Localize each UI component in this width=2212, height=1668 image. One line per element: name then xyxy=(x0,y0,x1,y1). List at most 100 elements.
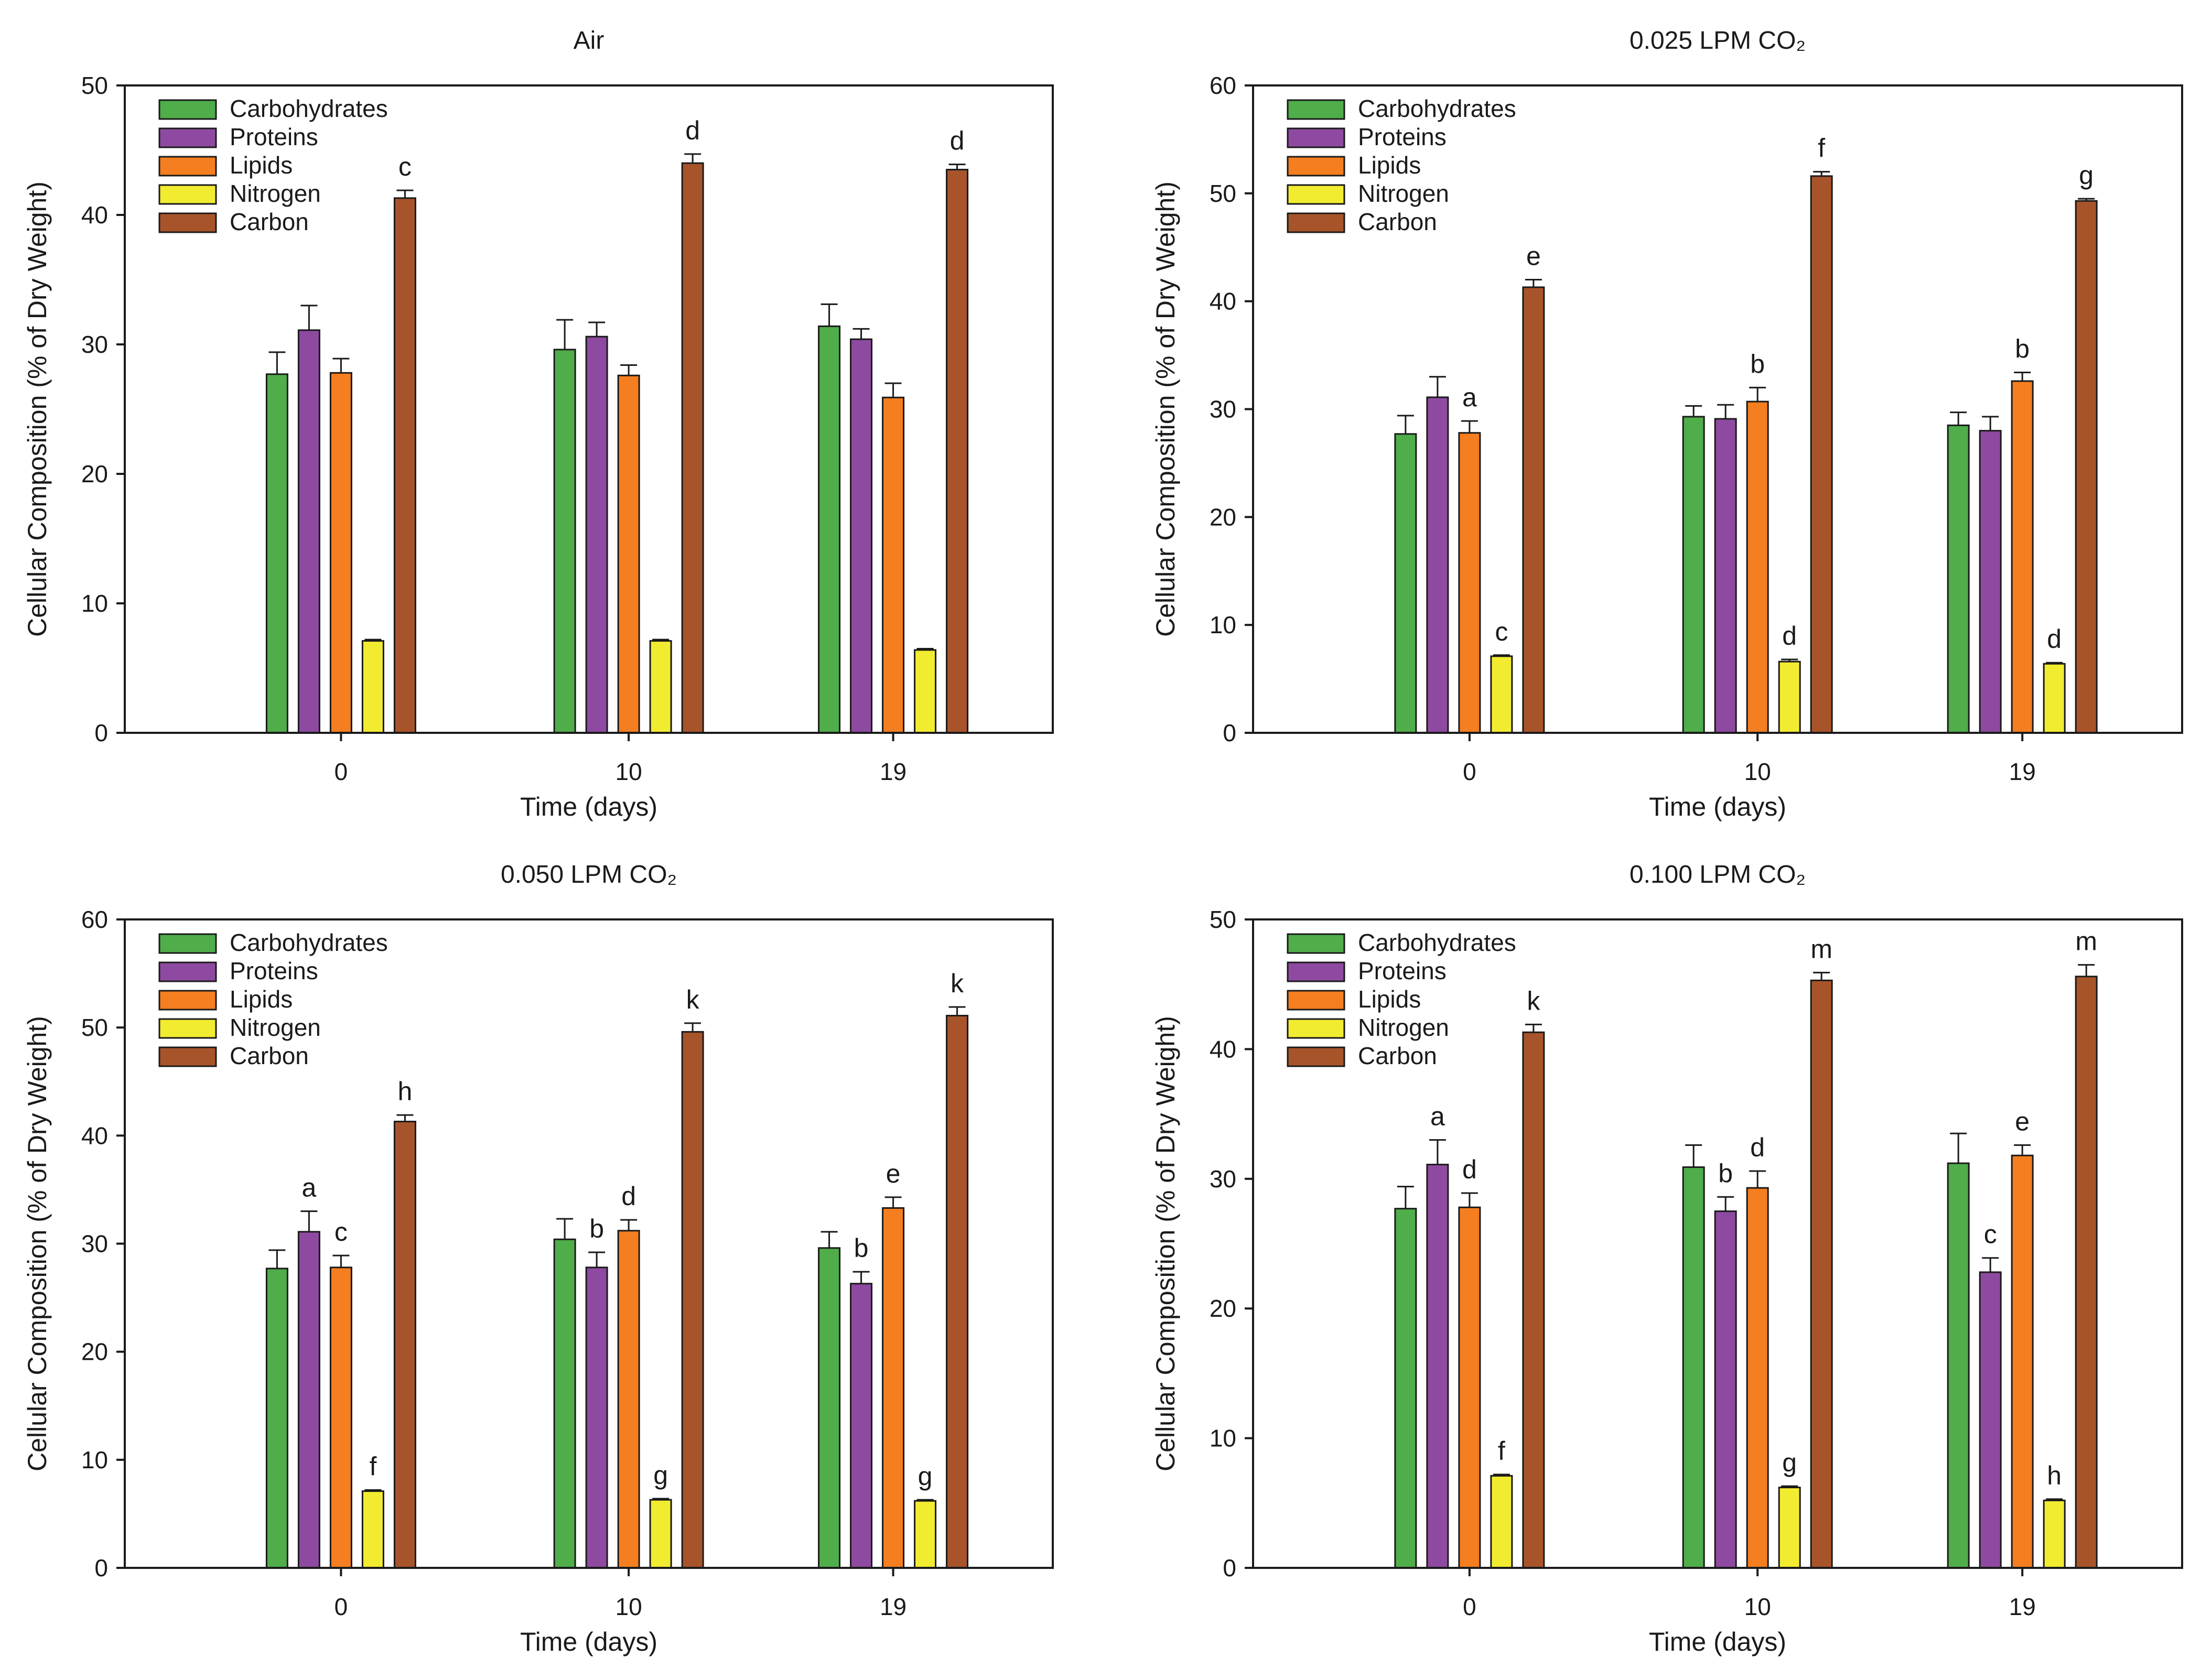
bar-nitrogen xyxy=(914,1500,937,1569)
plot-frame xyxy=(124,84,1054,734)
significance-label: c xyxy=(1495,617,1508,646)
legend-swatch xyxy=(1287,1018,1345,1039)
x-tick-label: 10 xyxy=(1744,1593,1771,1620)
significance-label: b xyxy=(854,1233,869,1263)
bar-proteins xyxy=(1979,1271,2002,1569)
bar-lipids xyxy=(1458,432,1481,734)
significance-label: a xyxy=(1430,1102,1445,1131)
significance-label: e xyxy=(886,1159,901,1188)
legend-swatch xyxy=(1287,1046,1345,1067)
legend-label: Proteins xyxy=(1358,123,1447,150)
bar-carbon xyxy=(1522,286,1545,734)
x-tick-label: 0 xyxy=(335,1593,348,1620)
x-tick-label: 10 xyxy=(616,1593,642,1620)
significance-label: g xyxy=(1782,1448,1797,1477)
bar-carbohydrates xyxy=(818,325,841,734)
y-tick-label: 40 xyxy=(81,201,108,229)
significance-label: a xyxy=(1462,383,1477,412)
y-tick-label: 20 xyxy=(81,1338,108,1366)
bar-carbon xyxy=(1810,175,1833,734)
bar-proteins xyxy=(297,329,320,734)
bar-carbon xyxy=(2075,200,2098,734)
significance-label: d xyxy=(2047,624,2062,654)
legend-label: Carbohydrates xyxy=(230,95,388,122)
bar-carbon xyxy=(1522,1031,1545,1569)
bar-carbohydrates xyxy=(1947,1162,1970,1569)
bar-nitrogen xyxy=(1778,1487,1801,1569)
x-axis-label: Time (days) xyxy=(1649,792,1786,821)
bar-lipids xyxy=(2011,380,2034,734)
x-tick-label: 10 xyxy=(1744,758,1771,785)
legend: CarbohydratesProteinsLipidsNitrogenCarbo… xyxy=(1287,929,1516,1069)
bar-proteins xyxy=(850,1283,873,1569)
legend-swatch xyxy=(1287,156,1345,177)
bar-proteins xyxy=(1426,1164,1449,1569)
bar-proteins xyxy=(1426,396,1449,734)
significance-label: c xyxy=(1984,1220,1997,1249)
significance-label: c xyxy=(398,152,412,181)
plot-frame xyxy=(1252,84,2183,734)
significance-label: d xyxy=(1462,1155,1477,1184)
legend-label: Lipids xyxy=(1358,985,1421,1013)
bar-carbohydrates xyxy=(1394,1208,1417,1569)
legend-label: Proteins xyxy=(1358,957,1447,984)
bar-lipids xyxy=(882,396,905,734)
legend-label: Nitrogen xyxy=(1358,180,1449,207)
bar-nitrogen xyxy=(914,649,937,734)
significance-label: c xyxy=(335,1217,348,1247)
y-tick-label: 20 xyxy=(81,460,108,488)
bar-proteins xyxy=(1979,430,2002,734)
bar-nitrogen xyxy=(649,640,672,734)
y-tick-label: 10 xyxy=(81,1446,108,1474)
x-axis-label: Time (days) xyxy=(520,1627,657,1656)
bar-lipids xyxy=(1746,400,1769,734)
legend-label: Carbohydrates xyxy=(230,929,388,956)
bar-carbohydrates xyxy=(818,1247,841,1569)
legend-label: Lipids xyxy=(230,985,293,1013)
significance-label: h xyxy=(2047,1461,2062,1490)
bar-nitrogen xyxy=(649,1499,672,1569)
y-axis-label: Cellular Composition (% of Dry Weight) xyxy=(1151,181,1180,637)
y-tick-label: 0 xyxy=(94,719,108,746)
bar-carbohydrates xyxy=(1682,1166,1705,1569)
legend-swatch xyxy=(158,99,217,120)
chart-title: Air xyxy=(574,27,605,55)
legend-label: Lipids xyxy=(1358,151,1421,179)
bar-lipids xyxy=(1458,1206,1481,1569)
bar-carbohydrates xyxy=(1682,416,1705,734)
y-tick-label: 10 xyxy=(81,590,108,617)
bar-lipids xyxy=(617,1230,640,1569)
bar-carbon xyxy=(946,1014,969,1569)
bar-nitrogen xyxy=(1490,655,1513,734)
bar-lipids xyxy=(617,374,640,734)
y-axis-label: Cellular Composition (% of Dry Weight) xyxy=(1151,1016,1180,1471)
chart-panel-4: 0.100 LPM CO₂ 0 10 20 30 40 50 Cellular Composi… xyxy=(1151,861,2183,1656)
x-tick-label: 19 xyxy=(880,758,907,785)
bar-proteins xyxy=(1714,1210,1737,1569)
bar-carbohydrates xyxy=(1394,433,1417,734)
y-axis-label: Cellular Composition (% of Dry Weight) xyxy=(23,181,52,637)
legend-label: Nitrogen xyxy=(230,1014,321,1041)
y-tick-label: 10 xyxy=(1210,611,1236,638)
significance-label: d xyxy=(1782,621,1797,651)
x-tick-label: 0 xyxy=(1463,758,1476,785)
y-tick-label: 10 xyxy=(1210,1425,1236,1452)
significance-label: k xyxy=(686,985,700,1014)
legend-label: Carbon xyxy=(1358,208,1437,235)
legend: CarbohydratesProteinsLipidsNitrogenCarbo… xyxy=(1287,95,1516,235)
legend-swatch xyxy=(158,990,217,1011)
significance-label: f xyxy=(1498,1436,1505,1466)
legend-label: Carbohydrates xyxy=(1358,95,1516,122)
significance-label: f xyxy=(1818,134,1825,163)
legend-label: Nitrogen xyxy=(230,180,321,207)
legend-label: Carbohydrates xyxy=(1358,929,1516,956)
legend-swatch xyxy=(1287,127,1345,148)
bar-nitrogen xyxy=(1490,1475,1513,1569)
bar-carbon xyxy=(681,1031,704,1569)
legend: CarbohydratesProteinsLipidsNitrogenCarbo… xyxy=(158,95,388,235)
legend-swatch xyxy=(158,1046,217,1067)
bar-carbohydrates xyxy=(1947,424,1970,734)
y-tick-label: 40 xyxy=(1210,1035,1236,1063)
significance-label: e xyxy=(1526,242,1541,271)
y-axis-label: Cellular Composition (% of Dry Weight) xyxy=(23,1016,52,1471)
